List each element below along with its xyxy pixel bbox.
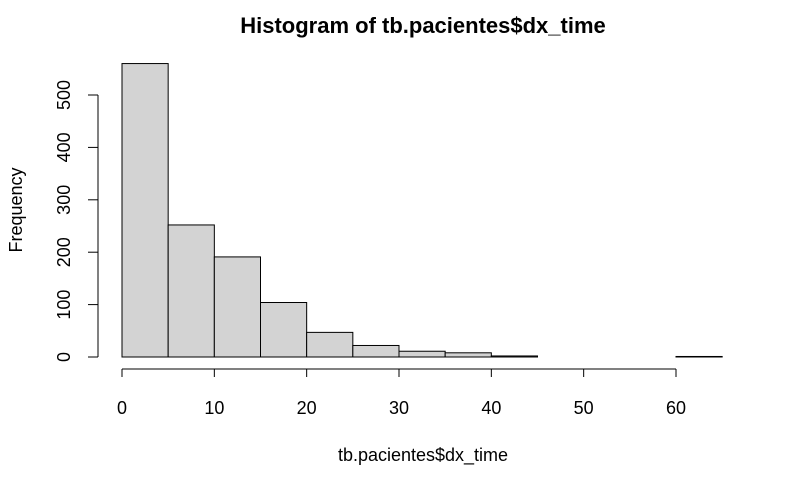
y-tick-label-0: 0 <box>54 352 74 362</box>
x-tick-label-10: 10 <box>204 398 224 418</box>
y-axis-label: Frequency <box>6 167 26 252</box>
x-axis: 0 10 20 30 40 50 60 <box>117 368 686 418</box>
histogram-bar-35-40 <box>444 352 492 358</box>
x-tick-label-30: 30 <box>389 398 409 418</box>
histogram-bar-0-5 <box>121 63 169 358</box>
x-tick-label-0: 0 <box>117 398 127 418</box>
y-tick-label-400: 400 <box>54 132 74 162</box>
histogram-bar-20-25 <box>306 331 354 358</box>
y-tick-label-500: 500 <box>54 80 74 110</box>
histogram-bar-60-65 <box>675 355 723 358</box>
histogram-bar-25-30 <box>352 344 400 358</box>
chart-title: Histogram of tb.pacientes$dx_time <box>240 13 606 38</box>
x-axis-label: tb.pacientes$dx_time <box>338 445 508 466</box>
bars-group <box>121 63 723 358</box>
y-tick-label-200: 200 <box>54 237 74 267</box>
x-tick-label-60: 60 <box>666 398 686 418</box>
histogram-bar-10-15 <box>213 256 261 358</box>
histogram-bar-5-10 <box>167 224 215 358</box>
y-axis: 0 100 200 300 400 500 <box>54 80 99 362</box>
x-tick-label-50: 50 <box>574 398 594 418</box>
y-tick-label-300: 300 <box>54 185 74 215</box>
histogram-bar-40-45 <box>490 355 539 358</box>
x-tick-label-20: 20 <box>297 398 317 418</box>
histogram-bar-30-35 <box>398 350 446 358</box>
x-tick-label-40: 40 <box>481 398 501 418</box>
histogram-bar-15-20 <box>260 302 308 358</box>
y-tick-label-100: 100 <box>54 290 74 320</box>
